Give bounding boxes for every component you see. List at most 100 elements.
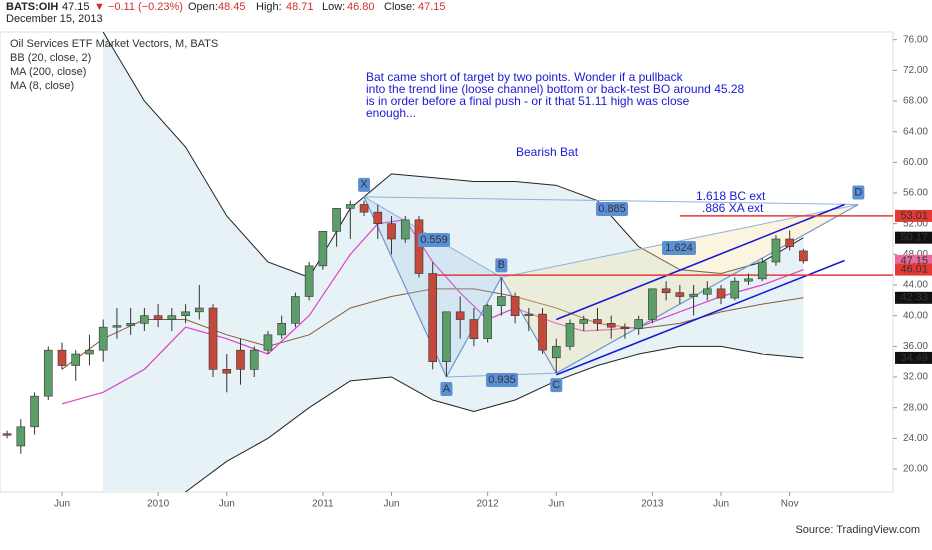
ext-label: 1.618 BC ext [696,189,766,203]
x-tick-label: Jun [713,499,729,510]
ratio-box: 0.559 [418,233,450,247]
candle-body [304,265,314,297]
y-tick-label: 20.00 [903,464,928,475]
field-value: 47.15 [418,1,446,13]
x-tick-label: Jun [383,499,399,510]
candle-body [98,326,108,351]
price-label: 53.01 [900,210,928,222]
candle-body [785,238,794,247]
y-tick-label: 24.00 [903,433,928,444]
change: ▼ −0.11 (−0.23%) [94,1,183,13]
candle-body [455,311,465,320]
point-box [358,177,371,192]
candle-body [208,307,218,370]
y-tick-label: 40.00 [903,310,928,321]
candle-body [373,211,383,224]
pattern-ratio-line [364,196,859,205]
ratio-box: 0.885 [596,202,628,216]
candle-body [332,208,341,232]
bb-lower [184,345,804,492]
candle-body [675,292,685,297]
price-label: 50.17 [900,232,928,244]
point-label: C [552,379,560,391]
candle-body [387,223,396,240]
candle-body [43,349,53,397]
candle-body [57,349,67,366]
ratio: 1.624 [665,242,693,254]
legend-entry: BB (20, close, 2) [10,52,91,64]
candle-body [593,319,602,324]
price-label: 42.33 [900,292,928,304]
x-tick-label: Jun [219,499,235,510]
candle-body [551,346,561,359]
y-tick-label: 76.00 [903,34,928,45]
y-tick-label: 36.00 [903,341,928,352]
ext-label: .886 XA ext [702,201,764,215]
x-tick-label: 2012 [477,499,500,510]
candle-body [469,319,479,339]
field-value: 46.80 [347,1,375,13]
candle-body [263,334,273,351]
candle-body [318,231,328,267]
x-tick-label: 2013 [641,499,664,510]
ratio: 0.935 [488,374,516,386]
candle-body [277,323,286,336]
x-tick-label: Jun [54,499,70,510]
candle-body [2,433,12,436]
candle-body [112,325,122,328]
point-label: A [443,383,451,395]
candle-body [730,280,740,299]
candle-body [126,323,135,326]
y-tick-label: 64.00 [903,126,928,137]
candle-body [744,278,753,282]
field-value: 48.71 [286,1,314,13]
annotation: enough... [366,106,416,120]
candle-body [620,326,630,329]
price-label-box [895,263,932,276]
point-label: D [854,186,862,198]
field-label: Close: [384,1,415,13]
channel-line [555,203,845,321]
candle-body [181,311,190,316]
bb-upper [102,32,804,278]
price-label: 46.01 [900,263,928,275]
candle-body [703,288,712,295]
candle-body [524,313,534,316]
candle-body [71,353,81,366]
candle-body [565,323,575,347]
candle-body [689,293,698,297]
y-tick-label: 72.00 [903,65,928,76]
field-label: High: [256,1,282,13]
annotation: is in order before a final push - or it … [366,94,690,108]
candle-body [85,349,94,355]
candle-body [346,204,355,209]
legend-entry: MA (8, close) [10,80,74,92]
candle-body [249,349,259,370]
point-box [440,382,453,396]
candle-body [236,349,245,370]
candle-body [195,307,204,313]
candle-body [606,323,616,328]
source: Source: TradingView.com [795,524,920,536]
candle-body [291,296,300,324]
y-tick-label: 28.00 [903,402,928,413]
chart-title: Oil Services ETF Market Vectors, M, BATS [10,38,218,50]
pattern-name: Bearish Bat [516,145,579,159]
field-label: Open: [188,1,218,13]
candle-body [428,273,438,362]
candle-body [579,319,589,324]
point-box [495,258,508,273]
point-box [550,378,563,393]
annotation: Bat came short of target by two points. … [366,70,684,84]
candle-body [497,296,506,306]
channel-line [555,259,845,376]
y-tick-label: 60.00 [903,157,928,168]
last-price: 47.15 [62,1,90,13]
date: December 15, 2013 [6,13,103,25]
x-tick-label: 2011 [312,499,334,510]
field-label: Low: [322,1,345,13]
y-tick-label: 52.00 [903,218,928,229]
symbol: BATS:OIH [6,1,58,13]
x-tick-label: Nov [781,499,799,510]
